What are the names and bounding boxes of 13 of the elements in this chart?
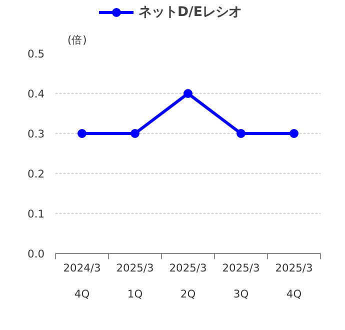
y-axis-title: (倍) [68, 34, 87, 46]
category-label: 2025/3 1Q [116, 262, 154, 301]
y-tick-label: 0.3 [28, 128, 45, 140]
category-label: 2025/3 2Q [169, 262, 207, 301]
category-label: 2025/3 4Q [275, 262, 313, 301]
y-tick-label: 0.1 [28, 208, 45, 220]
category-label: 2025/3 3Q [222, 262, 260, 301]
category-label: 2024/3 4Q [63, 262, 101, 301]
y-tick-label: 0.0 [28, 248, 45, 260]
y-tick-label: 0.5 [28, 48, 45, 60]
y-tick-label: 0.2 [28, 168, 45, 180]
y-tick-label: 0.4 [28, 88, 45, 100]
legend-label: ネットD/Eレシオ [138, 4, 242, 21]
